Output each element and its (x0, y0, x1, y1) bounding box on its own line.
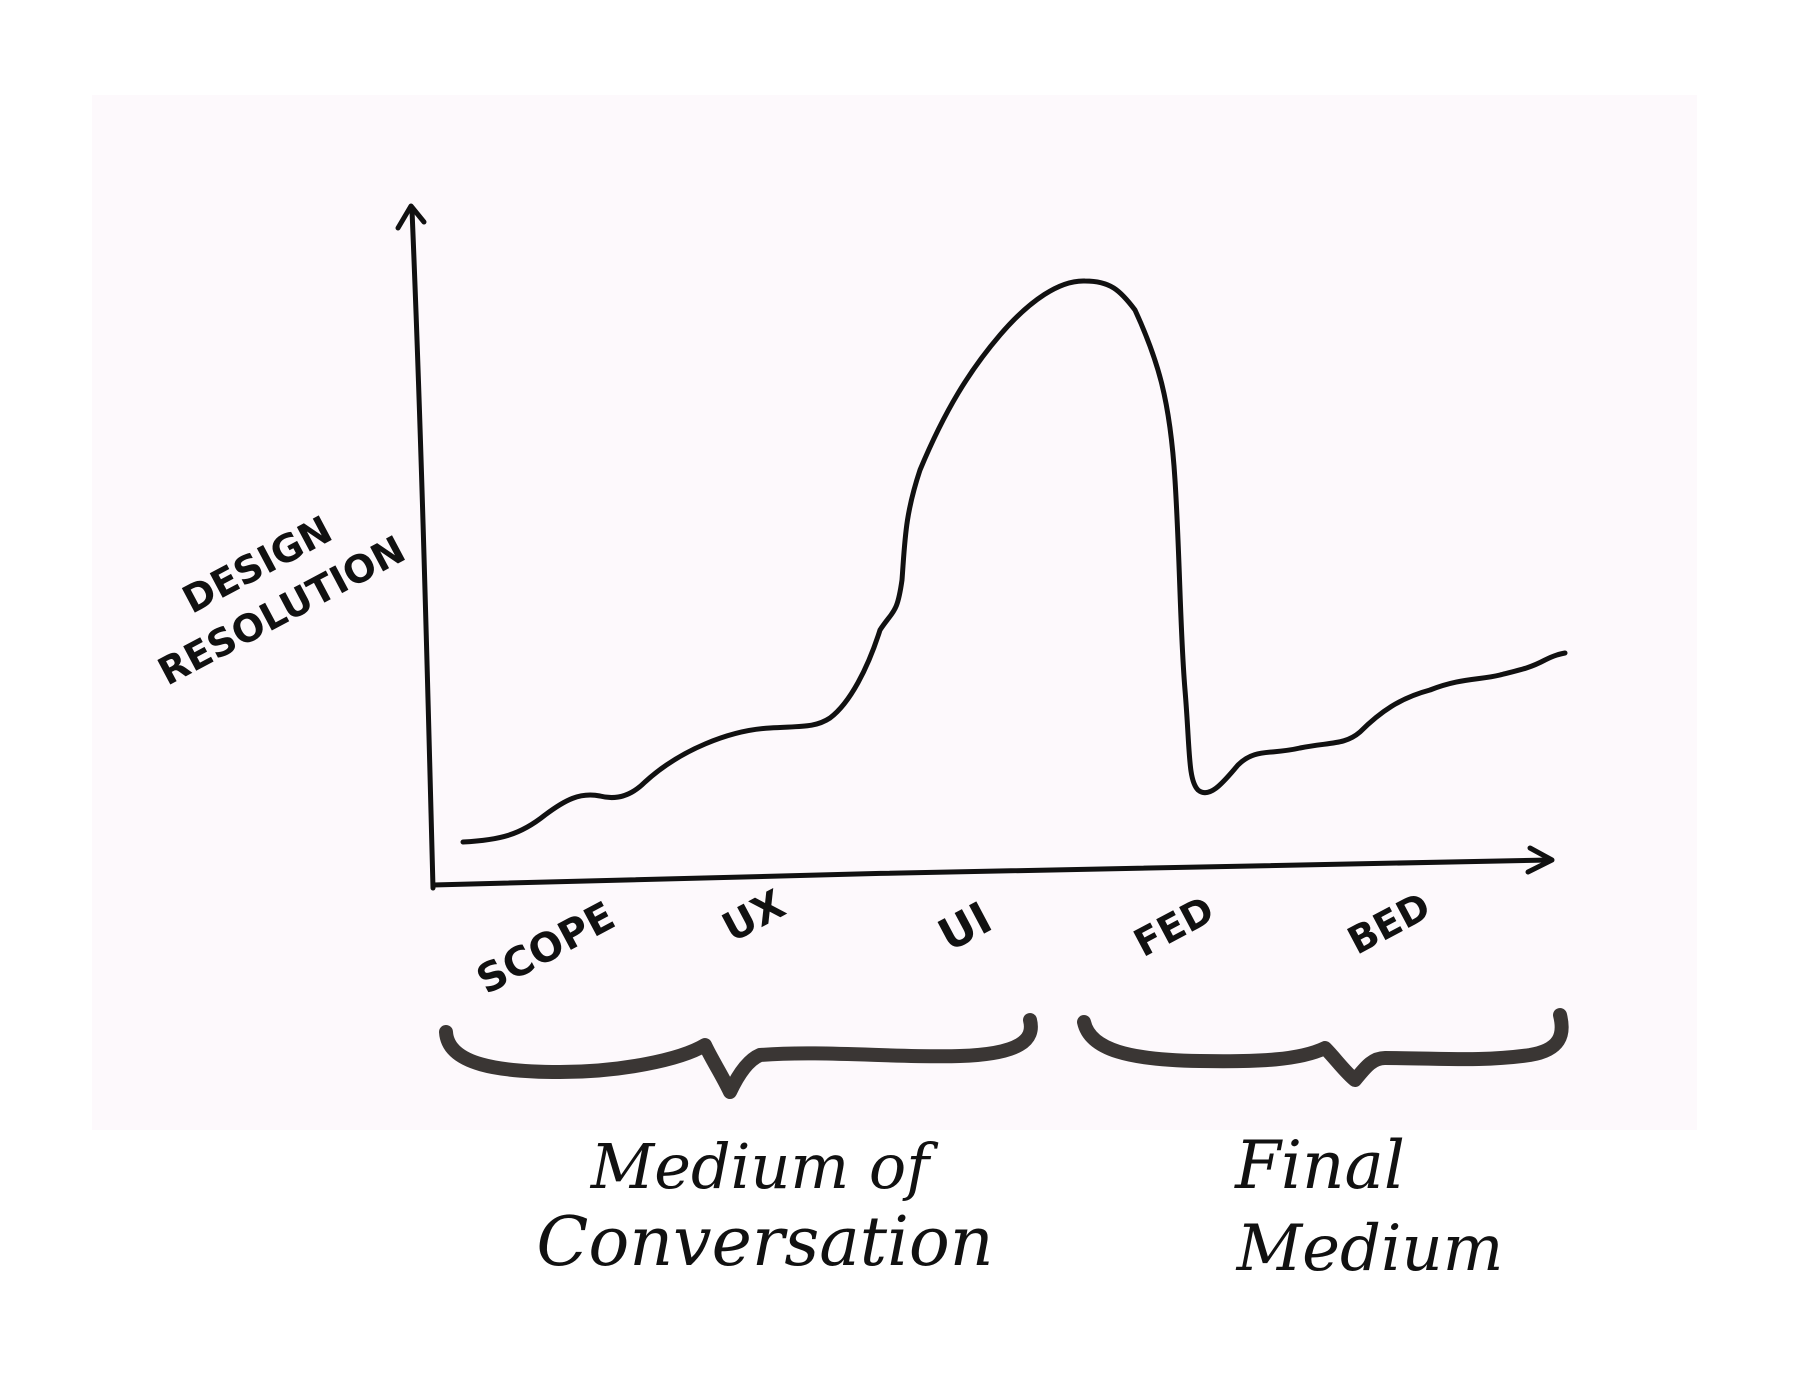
x-axis-line (430, 857, 1553, 888)
brace-medium-of-conversation (439, 1013, 1038, 1099)
group-label-final-line2: Medium (1236, 1212, 1504, 1286)
group-label-final-line1: Final (1234, 1127, 1405, 1204)
group-label-conversation-line1: Medium of (590, 1130, 939, 1203)
design-resolution-curve (460, 278, 1568, 845)
brace-final-medium (1077, 1008, 1569, 1087)
y-axis-line (409, 207, 436, 891)
x-axis-arrowhead (1525, 845, 1555, 875)
group-label-conversation-line2: Conversation (536, 1203, 993, 1282)
y-axis-arrowhead (395, 203, 427, 231)
